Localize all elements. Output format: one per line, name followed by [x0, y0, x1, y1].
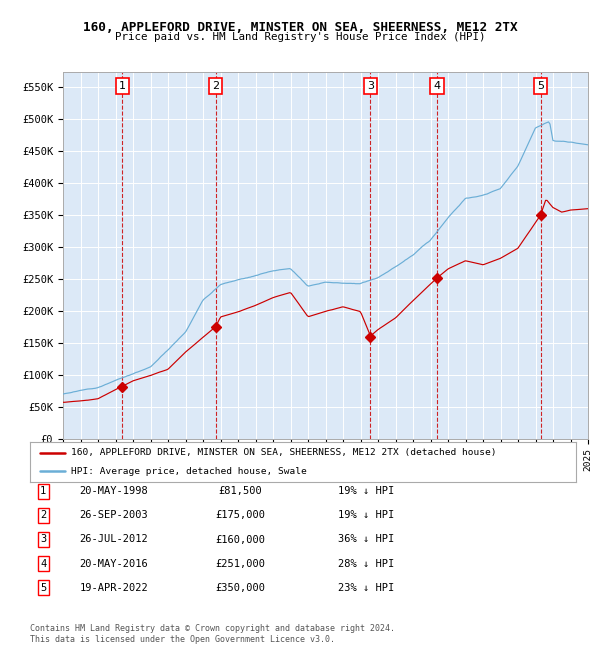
Text: £350,000: £350,000: [215, 582, 265, 593]
Text: 2: 2: [40, 510, 46, 521]
Text: 3: 3: [40, 534, 46, 545]
Text: 160, APPLEFORD DRIVE, MINSTER ON SEA, SHEERNESS, ME12 2TX: 160, APPLEFORD DRIVE, MINSTER ON SEA, SH…: [83, 21, 517, 34]
Text: £251,000: £251,000: [215, 558, 265, 569]
Text: Contains HM Land Registry data © Crown copyright and database right 2024.
This d: Contains HM Land Registry data © Crown c…: [30, 624, 395, 644]
Text: 4: 4: [40, 558, 46, 569]
Text: 160, APPLEFORD DRIVE, MINSTER ON SEA, SHEERNESS, ME12 2TX (detached house): 160, APPLEFORD DRIVE, MINSTER ON SEA, SH…: [71, 448, 496, 458]
Text: 5: 5: [40, 582, 46, 593]
Text: £175,000: £175,000: [215, 510, 265, 521]
Text: 26-SEP-2003: 26-SEP-2003: [80, 510, 148, 521]
Text: 36% ↓ HPI: 36% ↓ HPI: [338, 534, 394, 545]
Text: 20-MAY-2016: 20-MAY-2016: [80, 558, 148, 569]
Text: £160,000: £160,000: [215, 534, 265, 545]
Text: 19% ↓ HPI: 19% ↓ HPI: [338, 486, 394, 497]
Text: 28% ↓ HPI: 28% ↓ HPI: [338, 558, 394, 569]
Text: 1: 1: [40, 486, 46, 497]
Text: 2: 2: [212, 81, 220, 91]
Text: Price paid vs. HM Land Registry's House Price Index (HPI): Price paid vs. HM Land Registry's House …: [115, 32, 485, 42]
Text: £81,500: £81,500: [218, 486, 262, 497]
Text: 26-JUL-2012: 26-JUL-2012: [80, 534, 148, 545]
Text: 20-MAY-1998: 20-MAY-1998: [80, 486, 148, 497]
Text: 4: 4: [434, 81, 441, 91]
Text: 23% ↓ HPI: 23% ↓ HPI: [338, 582, 394, 593]
Text: HPI: Average price, detached house, Swale: HPI: Average price, detached house, Swal…: [71, 467, 307, 476]
Text: 19% ↓ HPI: 19% ↓ HPI: [338, 510, 394, 521]
Text: 3: 3: [367, 81, 374, 91]
Text: 1: 1: [119, 81, 125, 91]
Text: 5: 5: [537, 81, 544, 91]
Text: 19-APR-2022: 19-APR-2022: [80, 582, 148, 593]
